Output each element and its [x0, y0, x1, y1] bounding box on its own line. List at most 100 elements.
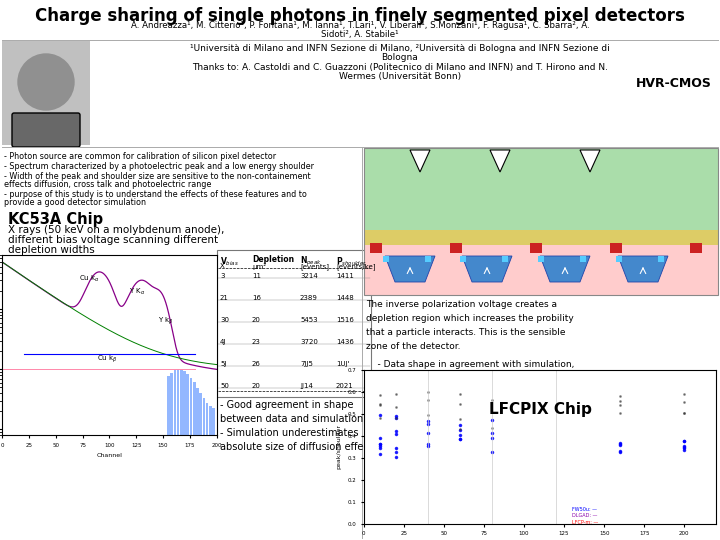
Text: X: X — [220, 263, 225, 269]
Text: 1448: 1448 — [336, 295, 354, 301]
Polygon shape — [580, 150, 600, 172]
Polygon shape — [462, 256, 512, 282]
Text: - Width of the peak and shoulder size are sensitive to the non-containement: - Width of the peak and shoulder size ar… — [4, 172, 310, 181]
Text: 5453: 5453 — [300, 317, 318, 323]
Bar — [425, 256, 431, 262]
Text: 20: 20 — [252, 383, 261, 389]
Text: between data and simulation: between data and simulation — [220, 414, 364, 424]
Text: effects diffusion, cross talk and photoelectric range: effects diffusion, cross talk and photoe… — [4, 180, 212, 189]
Bar — [202, 399, 205, 448]
Text: [events]: [events] — [300, 263, 329, 270]
Text: Depletion: Depletion — [252, 255, 294, 264]
Bar — [370, 243, 382, 253]
Text: P$_{shoulder}$: P$_{shoulder}$ — [336, 255, 367, 267]
Text: 1UJ': 1UJ' — [336, 361, 349, 367]
Bar — [658, 256, 664, 262]
Bar — [171, 373, 173, 448]
Text: Thanks to: A. Castoldi and C. Guazzoni (Politecnico di Milano and INFN) and T. H: Thanks to: A. Castoldi and C. Guazzoni (… — [192, 63, 608, 72]
Bar — [364, 230, 718, 295]
Text: 26: 26 — [252, 361, 261, 367]
Text: 7JJ5: 7JJ5 — [300, 361, 313, 367]
Bar — [189, 377, 192, 448]
Text: 23: 23 — [252, 339, 261, 345]
Text: 30: 30 — [220, 317, 229, 323]
Text: 20: 20 — [252, 317, 261, 323]
Text: 5J: 5J — [220, 361, 226, 367]
Bar — [580, 256, 586, 262]
Text: [events/ke]: [events/ke] — [336, 263, 376, 270]
Text: V$_{bias}$: V$_{bias}$ — [220, 255, 239, 267]
Bar — [383, 256, 389, 262]
Text: 21: 21 — [220, 295, 229, 301]
Bar — [217, 250, 371, 397]
Bar — [183, 371, 186, 448]
Text: that a particle interacts. This is the sensible: that a particle interacts. This is the s… — [366, 328, 565, 337]
Polygon shape — [385, 256, 435, 282]
Bar — [364, 148, 718, 230]
Polygon shape — [618, 256, 668, 282]
Text: - Good agreement in shape: - Good agreement in shape — [220, 400, 354, 410]
Bar — [174, 370, 176, 448]
Bar — [502, 256, 508, 262]
Bar — [690, 243, 702, 253]
Text: The inverse polarization voltage creates a: The inverse polarization voltage creates… — [366, 300, 557, 309]
X-axis label: Channel: Channel — [96, 454, 122, 458]
Bar — [364, 148, 718, 295]
Text: A. Andreazza¹, M. Citterio¹, P. Fontana¹, M. Ianna¹, T.Lari¹, V. Liberali¹, S.Mo: A. Andreazza¹, M. Citterio¹, P. Fontana¹… — [131, 21, 589, 30]
Bar — [180, 369, 183, 448]
Text: 1436: 1436 — [336, 339, 354, 345]
Text: FW50u: —: FW50u: — — [572, 507, 597, 511]
Circle shape — [18, 54, 74, 110]
Text: 50: 50 — [220, 383, 229, 389]
Text: 2021: 2021 — [336, 383, 354, 389]
Text: absolute size of diffusion effects: absolute size of diffusion effects — [220, 442, 378, 452]
Text: Cu k$_\beta$: Cu k$_\beta$ — [96, 353, 117, 365]
Bar — [206, 403, 208, 448]
Text: 1411: 1411 — [336, 273, 354, 279]
Text: - purpose of this study is to understand the effects of these features and to: - purpose of this study is to understand… — [4, 190, 307, 199]
Text: 1516: 1516 — [336, 317, 354, 323]
Bar — [196, 388, 199, 448]
Bar — [460, 256, 466, 262]
Bar — [538, 256, 544, 262]
Bar — [193, 382, 196, 448]
Text: KC53A Chip: KC53A Chip — [8, 212, 103, 227]
Bar — [616, 256, 622, 262]
Text: JJ14: JJ14 — [300, 383, 313, 389]
Text: depletion widths: depletion widths — [8, 245, 95, 255]
Bar — [186, 374, 189, 448]
Text: Bologna: Bologna — [382, 53, 418, 62]
Text: LFCPIX Chip: LFCPIX Chip — [489, 402, 591, 417]
Text: 11: 11 — [252, 273, 261, 279]
Text: 3: 3 — [220, 273, 225, 279]
Text: simplified model: simplified model — [366, 384, 453, 393]
Bar — [530, 243, 542, 253]
Bar — [2, 41, 90, 145]
Text: Cu k$_\alpha$: Cu k$_\alpha$ — [79, 273, 100, 284]
Text: zone of the detector.: zone of the detector. — [366, 342, 461, 351]
Text: - Data shape in agreement with simulation,: - Data shape in agreement with simulatio… — [366, 360, 575, 369]
Text: 2389: 2389 — [300, 295, 318, 301]
Text: - Photoelectric peak not described by this: - Photoelectric peak not described by th… — [366, 372, 567, 381]
Text: LFCP-m: —: LFCP-m: — — [572, 520, 598, 525]
Text: μm²: μm² — [252, 263, 266, 270]
Text: Y k$_\beta$: Y k$_\beta$ — [158, 315, 174, 327]
Text: Y K$_\alpha$: Y K$_\alpha$ — [129, 287, 145, 297]
Bar — [28, 117, 64, 145]
Bar — [209, 406, 212, 448]
Bar — [364, 230, 718, 245]
Polygon shape — [540, 256, 590, 282]
Bar — [450, 243, 462, 253]
Text: X rays (50 keV on a molybdenum anode),: X rays (50 keV on a molybdenum anode), — [8, 225, 225, 235]
FancyBboxPatch shape — [12, 113, 80, 147]
Text: HVR-CMOS: HVR-CMOS — [636, 77, 712, 90]
Text: ¹Università di Milano and INFN Sezione di Milano, ²Università di Bologna and INF: ¹Università di Milano and INFN Sezione d… — [190, 44, 610, 53]
Bar — [167, 376, 170, 448]
Text: - Photon source are common for calibration of silicon pixel detector: - Photon source are common for calibrati… — [4, 152, 276, 161]
Bar — [212, 408, 215, 448]
Text: 16: 16 — [252, 295, 261, 301]
Text: Sidoti², A. Stabile¹: Sidoti², A. Stabile¹ — [321, 30, 399, 39]
Text: 4J: 4J — [220, 339, 226, 345]
Text: 3720: 3720 — [300, 339, 318, 345]
Text: DLGAD: —: DLGAD: — — [572, 513, 598, 518]
